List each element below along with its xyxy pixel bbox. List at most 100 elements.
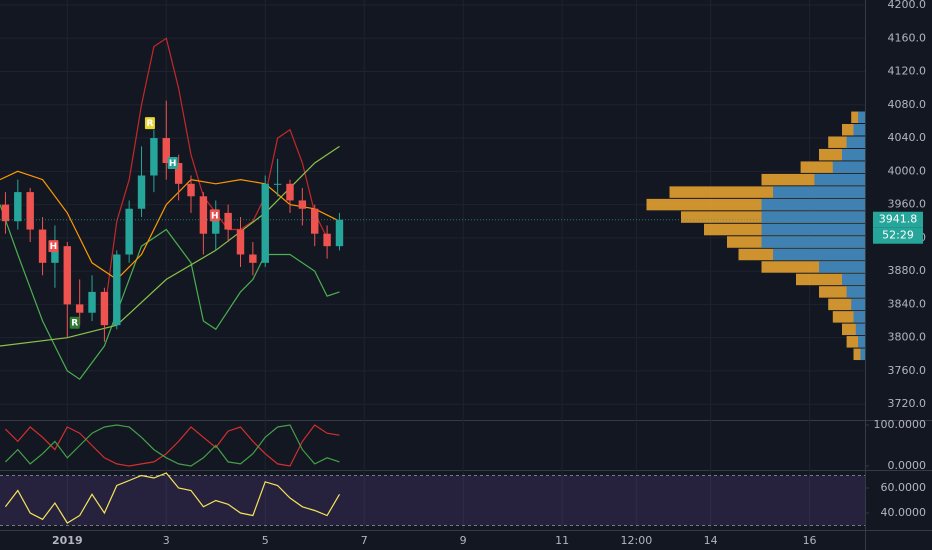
y-tick-label: 4000.0 <box>888 164 927 177</box>
profile-bar <box>828 298 865 311</box>
candle-body <box>1 204 10 222</box>
signal-label: R <box>71 319 78 329</box>
candle-body <box>125 208 133 255</box>
series-line <box>4 472 341 524</box>
indicator-line <box>0 204 340 381</box>
profile-bar <box>846 336 865 348</box>
series-line <box>4 424 340 467</box>
profile-bar-blue <box>853 124 865 136</box>
profile-bar-blue <box>858 111 865 124</box>
x-tick-label: 7 <box>361 534 368 547</box>
candle-body <box>162 138 170 164</box>
candle-body <box>113 254 121 326</box>
candle-body <box>150 138 158 176</box>
y-tick-label: 4080.0 <box>888 98 927 111</box>
candle-body <box>137 175 146 209</box>
profile-bar <box>669 186 865 198</box>
profile-bar-blue <box>819 261 865 273</box>
candle-body <box>249 254 257 263</box>
y-tick-label: 40.0000 <box>881 506 927 519</box>
signal-marker <box>144 117 155 130</box>
signal-label: H <box>169 159 177 169</box>
y-tick-label: 4120.0 <box>888 65 927 78</box>
candle-body <box>63 246 72 305</box>
profile-bar <box>832 311 865 323</box>
candle-body <box>75 304 84 313</box>
countdown-label: 52:29 <box>882 229 914 242</box>
profile-bar-blue <box>842 148 865 161</box>
signal-marker <box>167 157 178 170</box>
y-tick-label: 3960.0 <box>888 198 927 211</box>
candle-body <box>323 233 331 247</box>
indicator-line <box>0 145 340 347</box>
candle-body <box>14 192 22 222</box>
candle-body <box>51 246 59 263</box>
y-tick-label: 4160.0 <box>888 31 927 44</box>
candle-body <box>224 212 232 230</box>
candle-body <box>174 163 183 184</box>
signal-label: H <box>211 211 219 221</box>
signal-marker <box>209 209 220 222</box>
profile-bar <box>646 198 865 211</box>
profile-bar-blue <box>842 273 865 286</box>
candle-body <box>100 291 109 326</box>
candle-body <box>212 212 220 234</box>
profile-bar-blue <box>846 136 865 148</box>
y-tick-label: 3720.0 <box>888 397 927 410</box>
candle-body <box>261 183 269 263</box>
signal-marker <box>48 240 59 253</box>
profile-bar <box>796 273 865 286</box>
x-tick-label: 5 <box>262 534 269 547</box>
profile-bar <box>761 261 865 273</box>
candle-body <box>311 208 319 234</box>
y-tick-label: 60.0000 <box>881 481 927 494</box>
profile-bar-blue <box>761 211 865 223</box>
indicator-line <box>0 170 340 281</box>
profile-bar <box>761 173 865 186</box>
y-tick-label: 4040.0 <box>888 131 927 144</box>
y-tick-label: 3840.0 <box>888 297 927 310</box>
y-tick-label: 0.0000 <box>888 459 927 472</box>
profile-bar-blue <box>858 336 865 348</box>
last-price-tag <box>873 211 923 228</box>
profile-bar-blue <box>761 236 865 248</box>
candle-body <box>88 291 96 313</box>
candle-body <box>187 183 195 197</box>
countdown-tag <box>873 227 923 244</box>
series-line <box>4 424 340 467</box>
y-tick-label: 3880.0 <box>888 264 927 277</box>
candle-body <box>26 192 34 230</box>
profile-bar-blue <box>832 161 865 173</box>
signal-label: R <box>146 119 153 129</box>
x-tick-label: 2019 <box>52 534 83 547</box>
x-tick-label: 12:00 <box>621 534 653 547</box>
y-tick-label: 100.0000 <box>874 418 927 431</box>
candle-body <box>38 229 47 263</box>
x-tick-label: 11 <box>555 534 569 547</box>
candle-body <box>199 196 208 234</box>
x-tick-label: 9 <box>460 534 467 547</box>
band-fill <box>0 475 865 526</box>
y-tick-label: 4200.0 <box>888 0 927 11</box>
profile-bar-blue <box>773 248 865 261</box>
profile-bar <box>842 323 865 336</box>
candle-body <box>236 229 245 255</box>
profile-bar-blue <box>761 223 865 236</box>
profile-bar-blue <box>851 298 865 311</box>
candle-body <box>286 183 294 201</box>
profile-bar <box>853 348 865 361</box>
x-tick-label: 14 <box>704 534 718 547</box>
last-price-label: 3941.8 <box>879 213 918 226</box>
profile-bar <box>819 286 865 298</box>
profile-bar-blue <box>855 323 865 336</box>
profile-bar-blue <box>860 348 865 361</box>
profile-bar-blue <box>853 311 865 323</box>
profile-bar-blue <box>846 286 865 298</box>
signal-marker <box>69 316 80 329</box>
x-tick-label: 3 <box>163 534 170 547</box>
y-tick-label: 3800.0 <box>888 331 927 344</box>
profile-bar-blue <box>773 186 865 198</box>
candle-body <box>298 200 307 209</box>
